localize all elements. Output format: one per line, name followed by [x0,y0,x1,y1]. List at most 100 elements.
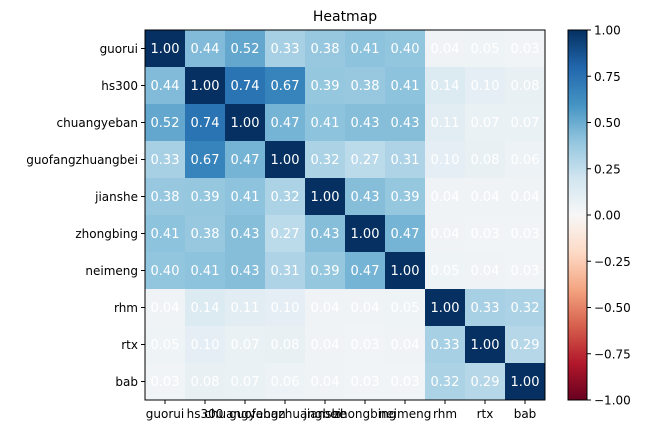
heatmap-cell [185,252,226,290]
x-tick-label: bab [514,407,537,421]
cell-value-label: 0.05 [151,338,180,353]
cell-value-label: 0.43 [311,227,340,242]
heatmap-cell [225,104,266,142]
heatmap-cell [185,215,226,253]
cell-value-label: 0.14 [191,301,220,316]
heatmap-cell [185,178,226,216]
y-tick-label: guofangzhuangbei [26,153,138,167]
heatmap-cell [465,67,506,105]
heatmap-cell [425,363,466,401]
cell-value-label: 0.10 [191,338,220,353]
heatmap-cell [385,67,426,105]
heatmap-cell [185,104,226,142]
colorbar-gradient [568,30,587,400]
heatmap-cell [145,215,186,253]
x-tick-label: chuangyeban [204,407,285,421]
colorbar-tick-label: 1.00 [594,24,621,38]
cell-value-label: 0.38 [151,190,180,205]
cell-value-label: 0.38 [351,79,380,94]
colorbar-tick-label: 0.00 [594,209,621,223]
heatmap-cell [465,289,506,327]
cell-value-label: 0.47 [271,116,300,131]
heatmap-cell [225,141,266,179]
heatmap-cell [465,252,506,290]
cell-value-label: 0.04 [391,338,420,353]
heatmap-cell [505,178,546,216]
heatmap-cell [305,215,346,253]
y-tick-label: hs300 [101,79,138,93]
colorbar-tick-label: 0.25 [594,162,621,176]
colorbar: 1.00 0.75 0.50 0.25 0.00 −0.25 −0.50 −0.75 −1.00 [567,24,631,408]
heatmap-cell [465,104,506,142]
heatmap-cell [505,363,546,401]
chart-title: Heatmap [313,9,377,25]
cell-value-label: 0.31 [391,153,420,168]
cell-value-label: 0.39 [311,264,340,279]
heatmap-cell [385,30,426,68]
cell-value-label: 0.04 [431,227,460,242]
cell-value-label: 0.32 [311,153,340,168]
heatmap-cell [305,326,346,364]
heatmap-cell [505,326,546,364]
cell-value-labels: 1.00 0.44 0.52 0.33 0.38 0.41 0.40 0.04 0.05 0.03… [151,42,540,390]
heatmap-cell [145,141,186,179]
heatmap-cell [505,289,546,327]
heatmap-cell [425,215,466,253]
cell-value-label: 1.00 [431,301,460,316]
colorbar-tick-label: −0.50 [594,301,631,315]
cell-value-label: 0.74 [191,116,220,131]
heatmap-cell [305,141,346,179]
heatmap-cell [465,178,506,216]
x-tick-label: zhongbing [334,407,397,421]
cell-value-label: 0.33 [271,42,300,57]
heatmap-cell [465,30,506,68]
heatmap-cell [425,30,466,68]
heatmap-cell [465,215,506,253]
x-tick-label: jianshe [303,407,347,421]
cell-value-label: 0.38 [311,42,340,57]
cell-value-label: 0.03 [471,227,500,242]
heatmap-cell [345,363,386,401]
heatmap-cell [225,363,266,401]
heatmap-cell [145,252,186,290]
cell-value-label: 0.03 [511,42,540,57]
cell-value-label: 1.00 [231,116,260,131]
heatmap-cell [465,326,506,364]
y-tick-label: rhm [114,301,138,315]
heatmap-cell [145,363,186,401]
cell-value-label: 0.04 [471,264,500,279]
cell-value-label: 0.67 [271,79,300,94]
cell-value-label: 0.14 [431,79,460,94]
cell-value-label: 0.04 [311,375,340,390]
heatmap-cell [305,289,346,327]
heatmap-cell [305,252,346,290]
cell-value-label: 0.47 [231,153,260,168]
cell-value-label: 0.43 [351,190,380,205]
cell-value-label: 0.67 [191,153,220,168]
heatmap-cell [425,104,466,142]
heatmap-cell [425,326,466,364]
cell-value-label: 0.40 [391,42,420,57]
cell-value-label: 1.00 [151,42,180,57]
cell-value-label: 0.27 [271,227,300,242]
cell-value-label: 0.04 [471,190,500,205]
heatmap-cell [385,363,426,401]
heatmap-cell [225,178,266,216]
heatmap-cell [425,252,466,290]
cell-value-label: 0.39 [391,190,420,205]
heatmap-cells [145,30,546,401]
heatmap-cell [385,215,426,253]
cell-value-label: 0.32 [271,190,300,205]
heatmap-cell [265,141,306,179]
cell-value-label: 0.10 [271,301,300,316]
x-tick-label: rhm [433,407,457,421]
cell-value-label: 0.31 [271,264,300,279]
heatmap-cell [385,252,426,290]
heatmap-cell [265,252,306,290]
cell-value-label: 0.47 [351,264,380,279]
heatmap-cell [145,67,186,105]
heatmap-cell [345,326,386,364]
cell-value-label: 0.33 [471,301,500,316]
cell-value-label: 0.03 [511,227,540,242]
cell-value-label: 0.04 [151,301,180,316]
